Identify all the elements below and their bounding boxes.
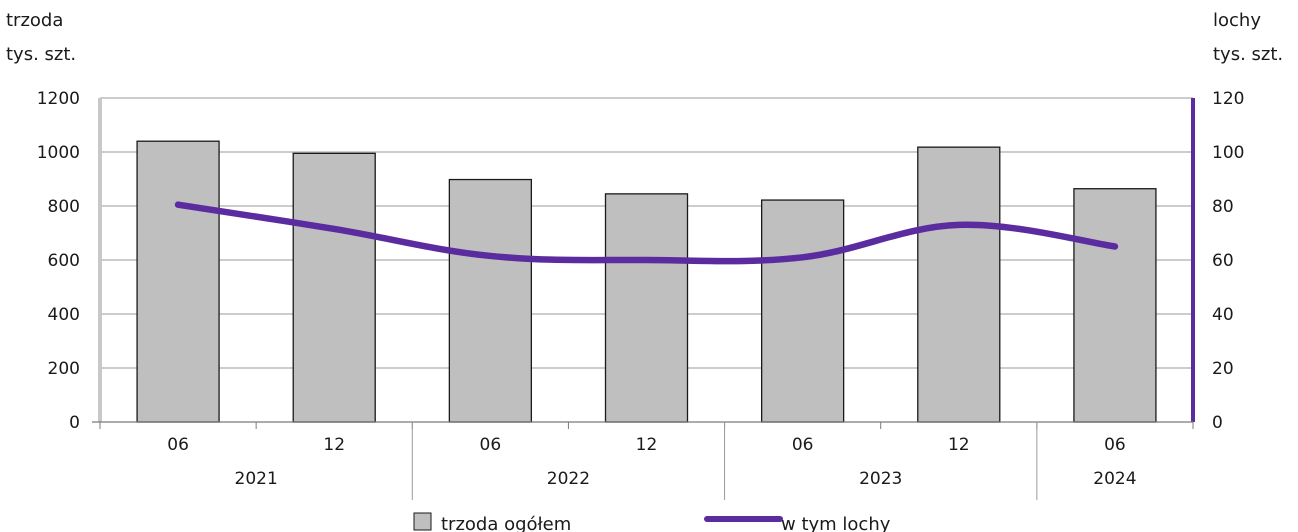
right-tick-label-3: 60 [1212, 251, 1234, 271]
left-tick-labels: 0 200 400 600 800 1000 1200 [37, 89, 80, 433]
bar-6 [1073, 188, 1157, 423]
year-label-1: 2022 [547, 469, 590, 489]
legend-bar-label: trzoda ogółem [441, 514, 571, 532]
year-labels: 2021 2022 2023 2024 [235, 469, 1137, 489]
right-axis-label-line1: lochy [1213, 10, 1261, 31]
legend-bar-swatch [413, 512, 432, 531]
left-tick-label-6: 1200 [37, 89, 80, 109]
year-label-0: 2021 [235, 469, 278, 489]
legend-line-label: w tym lochy [781, 514, 891, 532]
right-tick-label-5: 100 [1212, 143, 1244, 163]
x-tick-label-6: 06 [1104, 435, 1126, 455]
right-tick-label-2: 40 [1212, 305, 1234, 325]
x-tick-label-3: 12 [636, 435, 658, 455]
year-label-2: 2023 [859, 469, 902, 489]
bars [136, 140, 1157, 423]
left-axis-label-line2: tys. szt. [6, 44, 76, 65]
x-tick-label-1: 12 [323, 435, 345, 455]
x-tick-label-4: 06 [792, 435, 814, 455]
right-tick-label-4: 80 [1212, 197, 1234, 217]
x-tick-label-2: 06 [480, 435, 502, 455]
right-tick-labels: 0 20 40 60 80 100 120 [1212, 89, 1244, 433]
legend: trzoda ogółem w tym lochy [413, 512, 891, 532]
x-tick-labels: 06 12 06 12 06 12 06 [167, 435, 1125, 455]
right-tick-label-1: 20 [1212, 359, 1234, 379]
bar-4 [760, 199, 845, 423]
x-tick-label-5: 12 [948, 435, 970, 455]
left-axis-label-line1: trzoda [6, 10, 63, 31]
left-tick-label-2: 400 [48, 305, 80, 325]
right-tick-label-6: 120 [1212, 89, 1244, 109]
left-tick-label-5: 1000 [37, 143, 80, 163]
x-tick-label-0: 06 [167, 435, 189, 455]
left-tick-label-0: 0 [69, 413, 80, 433]
right-axis-label-line2: tys. szt. [1213, 44, 1283, 65]
right-tick-label-0: 0 [1212, 413, 1223, 433]
left-tick-label-4: 800 [48, 197, 80, 217]
bar-3 [604, 193, 689, 423]
line-series [174, 201, 1119, 265]
left-tick-label-1: 200 [48, 359, 80, 379]
left-tick-label-3: 600 [48, 251, 80, 271]
axes [92, 98, 1195, 500]
bar-1 [292, 152, 376, 423]
bar-0 [136, 140, 220, 423]
bar-2 [448, 178, 533, 423]
bar-5 [917, 146, 1001, 423]
year-label-3: 2024 [1093, 469, 1136, 489]
